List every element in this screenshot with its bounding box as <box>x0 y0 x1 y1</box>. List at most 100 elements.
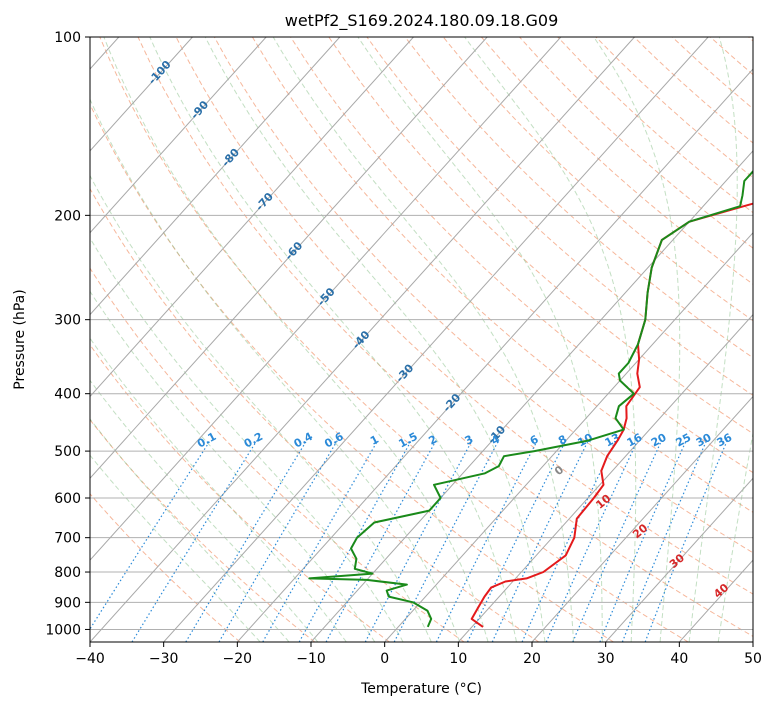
plot-area: -100-90-80-70-60-50-40-30-20-10 0.1 0.2 0.… <box>90 37 753 642</box>
x-tick-label: −40 <box>75 651 105 667</box>
series-lines <box>308 169 753 628</box>
isotherm-line <box>236 68 753 642</box>
y-tick-label: 300 <box>54 313 81 329</box>
y-tick-label: 1000 <box>45 622 81 638</box>
plot-frame <box>89 36 754 643</box>
dry-adiabat-line <box>251 37 753 513</box>
moist-adiabat-line <box>272 37 575 642</box>
chart-title: wetPf2_S169.2024.180.09.18.G09 <box>285 11 559 31</box>
x-tick-label: 20 <box>523 651 541 667</box>
mixing-ratio-label: 10 <box>575 431 595 450</box>
mixing-ratio-label: 6 <box>528 433 541 448</box>
mixing-ratio-label: 25 <box>674 431 694 450</box>
isotherms <box>90 37 753 642</box>
mixing-ratio-line <box>572 440 663 642</box>
x-axis-label: Temperature (°C) <box>360 681 482 697</box>
y-tick-label: 700 <box>54 531 81 547</box>
y-tick-label: 200 <box>54 208 81 224</box>
isotherm-line <box>90 37 341 316</box>
moist-adiabat-line <box>90 337 347 642</box>
isotherm-labels: -100-90-80-70-60-50-40-30-20-10 <box>146 58 509 447</box>
mixing-ratio-label: 3 <box>463 433 476 448</box>
isobars <box>90 37 753 630</box>
moist-adiabat-line <box>357 37 603 642</box>
mixing-ratio-line <box>262 440 379 642</box>
dry-adiabat-line <box>328 37 753 435</box>
dry-adiabat-line <box>90 103 614 642</box>
dry-adiabat-line <box>90 493 241 642</box>
isotherm-line <box>90 37 635 642</box>
y-tick-label: 800 <box>54 565 81 581</box>
isotherm-line <box>531 395 753 642</box>
dry-adiabat-line <box>90 267 465 642</box>
mixing-ratio-label: 16 <box>625 431 645 450</box>
dry-adiabat-line <box>99 37 689 642</box>
mixing-ratio-line <box>90 440 211 631</box>
y-axis-label: Pressure (hPa) <box>12 289 28 389</box>
y-tick-label: 500 <box>54 444 81 460</box>
dry-adiabat-line <box>137 37 753 637</box>
moist-adiabat-line <box>103 37 489 642</box>
x-axis: −40 −30 −20 −10 0 10 20 30 40 50 <box>75 642 762 667</box>
x-tick-label: −20 <box>223 651 253 667</box>
dry-adiabat-line <box>709 37 753 76</box>
mixing-ratio-line <box>131 440 258 642</box>
x-tick-label: 40 <box>670 651 688 667</box>
isotherm-line <box>310 150 753 642</box>
isotherm-line <box>163 37 709 642</box>
moist-adiabats <box>90 37 753 642</box>
moist-adiabat-line <box>90 418 290 642</box>
moist-adiabat-line <box>464 37 637 642</box>
mixing-ratio-label: 1.5 <box>397 430 420 451</box>
mixing-ratio-line <box>325 440 437 642</box>
mixing-ratio-label: 0.4 <box>292 430 316 451</box>
mixing-ratio-label: 36 <box>715 431 735 450</box>
mixing-ratio-line <box>364 440 473 642</box>
moist-adiabat-label: 20 <box>630 521 650 541</box>
moist-adiabat-line <box>90 379 319 642</box>
dry-adiabat-line <box>633 37 753 144</box>
isotherm-line <box>90 37 414 398</box>
isotherm-line <box>605 477 753 642</box>
mixing-ratio-line <box>466 440 567 642</box>
mixing-ratio-line <box>298 440 412 642</box>
moist-adiabat-label: 40 <box>711 581 731 601</box>
mixing-ratio-line <box>545 440 639 642</box>
isotherm-line <box>90 37 562 561</box>
mixing-ratio-line <box>218 440 338 642</box>
x-tick-label: 50 <box>744 651 762 667</box>
mixing-ratio-label: 30 <box>694 431 714 450</box>
moist-adiabat-line <box>90 237 404 642</box>
dry-adiabat-line <box>442 37 753 322</box>
dry-adiabats <box>90 37 753 642</box>
mixing-ratio-label: 20 <box>649 431 669 450</box>
moist-adiabat-line <box>149 37 517 642</box>
mixing-ratio-line <box>393 440 500 642</box>
moist-adiabat-line <box>90 454 261 642</box>
dry-adiabat-line <box>519 37 753 249</box>
moist-adiabat-line <box>593 37 681 642</box>
dry-adiabat-line <box>90 187 540 642</box>
mixing-ratio-label: 0.6 <box>322 430 346 451</box>
dry-adiabat-line <box>90 344 390 642</box>
mixing-ratio-line <box>491 440 589 642</box>
x-tick-label: 10 <box>449 651 467 667</box>
y-tick-label: 400 <box>54 387 81 403</box>
mixing-ratio-line <box>185 440 308 642</box>
moist-adiabat-line <box>688 37 738 642</box>
dry-adiabat-line <box>481 37 753 285</box>
mixing-ratio-line <box>599 440 687 642</box>
mixing-ratio-label: 0.2 <box>242 430 265 451</box>
dry-adiabat-line <box>175 37 753 595</box>
mixing-ratio-labels: 0.1 0.2 0.4 0.6 1 1.5 2 3 4 6 8 10 13 16 20 25 30 36 <box>195 430 734 451</box>
mixing-ratio-lines <box>90 440 728 642</box>
isotherm-line <box>384 231 753 642</box>
dry-adiabat-line <box>366 37 753 396</box>
dry-adiabat-line <box>90 418 316 642</box>
isotherm-line <box>90 37 488 480</box>
moist-adiabat-line <box>717 430 753 642</box>
dry-adiabat-line <box>595 37 753 179</box>
temperature-line <box>470 202 753 628</box>
